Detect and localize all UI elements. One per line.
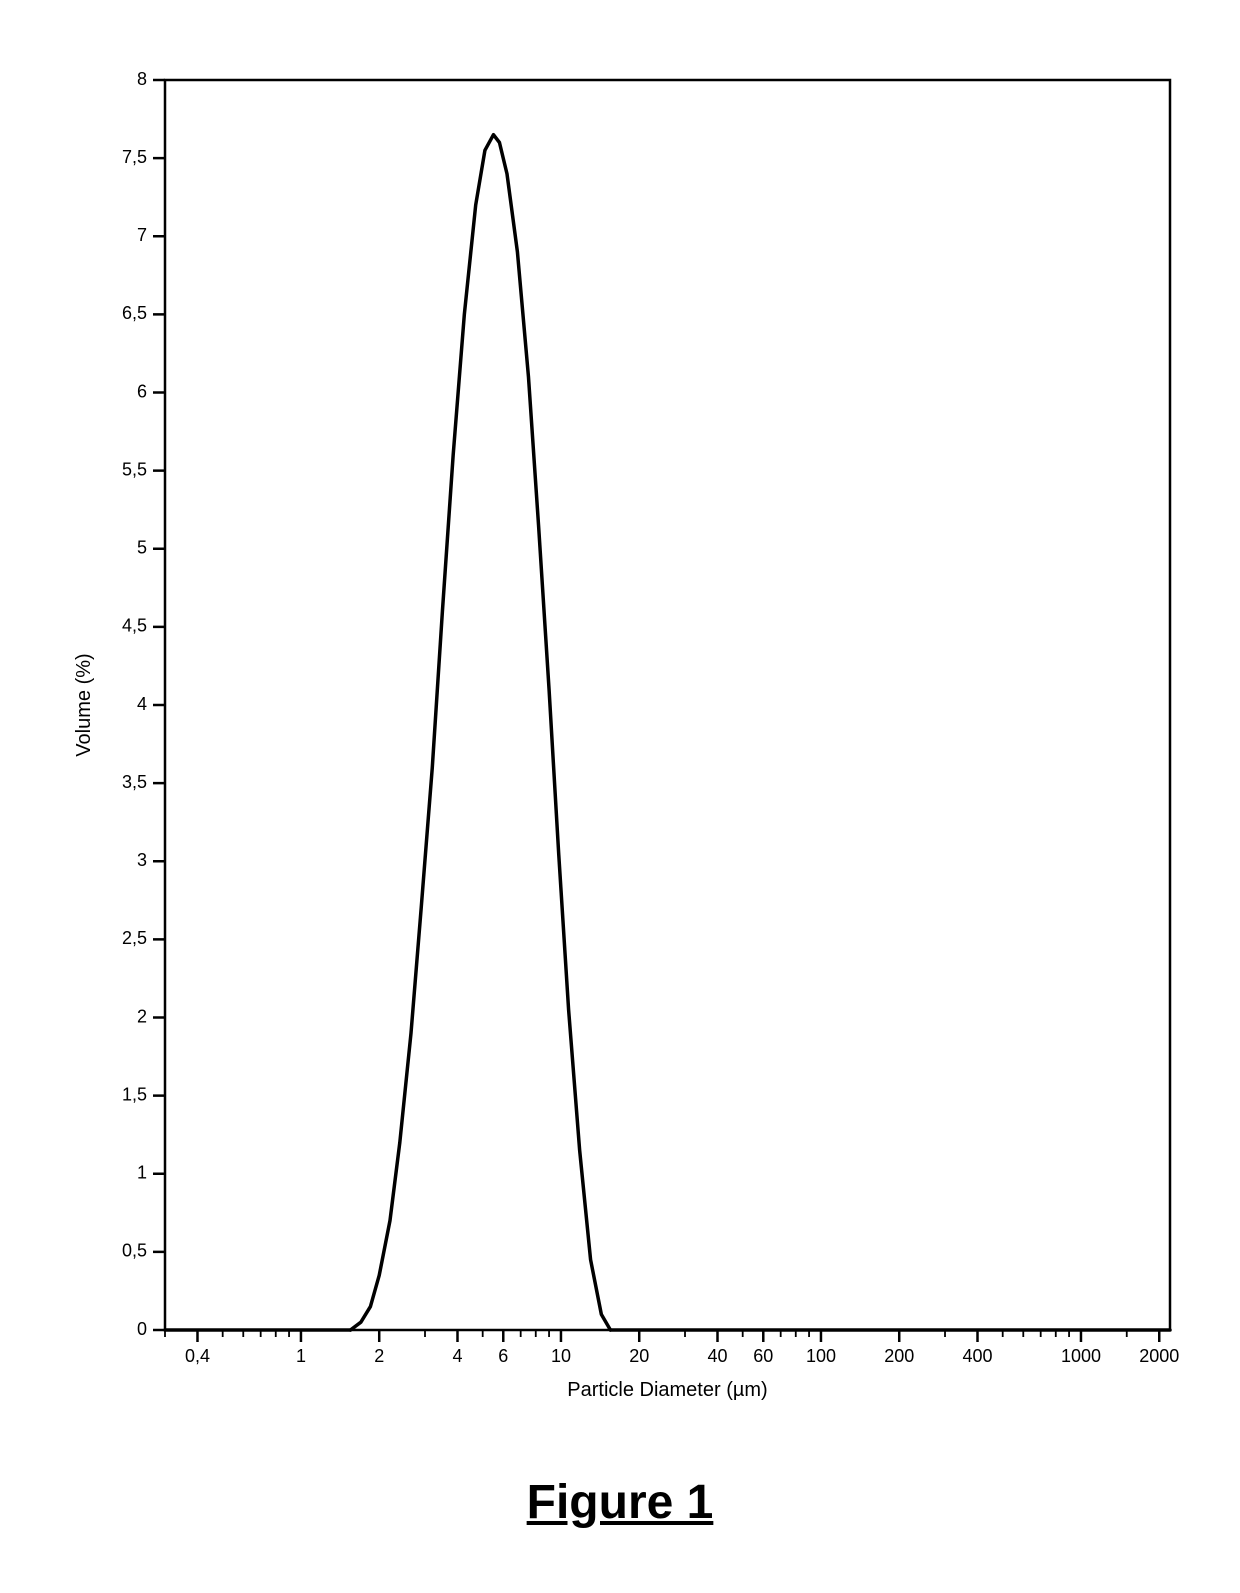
x-tick-label: 2	[374, 1346, 384, 1366]
x-tick-label: 60	[753, 1346, 773, 1366]
figure-caption: Figure 1	[0, 1475, 1240, 1530]
x-tick-label: 6	[498, 1346, 508, 1366]
y-axis-label: Volume (%)	[73, 653, 95, 756]
y-tick-label: 0,5	[122, 1241, 147, 1261]
chart-svg: 0 0,5 1 1,5 2 2,5 3 3,5 4 4,5 5 5,5 6 6,5 7 7,5 8 0,4 1 2 4 6…	[60, 60, 1180, 1420]
page: 0 0,5 1 1,5 2 2,5 3 3,5 4 4,5 5 5,5 6 6,5 7 7,5 8 0,4 1 2 4 6…	[0, 0, 1240, 1593]
y-tick-label: 8	[137, 69, 147, 89]
y-tick-label: 4	[137, 694, 147, 714]
x-tick-label: 0,4	[185, 1346, 210, 1366]
x-tick-label: 40	[707, 1346, 727, 1366]
x-axis-label: Particle Diameter (µm)	[567, 1379, 767, 1401]
x-tick-label: 2000	[1139, 1346, 1179, 1366]
y-tick-label: 3,5	[122, 772, 147, 792]
y-tick-label: 3	[137, 850, 147, 870]
y-tick-label: 7	[137, 225, 147, 245]
x-tick-label: 1000	[1061, 1346, 1101, 1366]
y-tick-label: 5	[137, 538, 147, 558]
x-tick-label: 100	[806, 1346, 836, 1366]
particle-size-chart: 0 0,5 1 1,5 2 2,5 3 3,5 4 4,5 5 5,5 6 6,5 7 7,5 8 0,4 1 2 4 6…	[60, 60, 1180, 1420]
y-tick-label: 6,5	[122, 303, 147, 323]
y-tick-label: 2,5	[122, 928, 147, 948]
x-tick-label: 20	[629, 1346, 649, 1366]
y-tick-label: 7,5	[122, 147, 147, 167]
y-tick-label: 4,5	[122, 616, 147, 636]
y-tick-label: 2	[137, 1006, 147, 1026]
x-tick-label: 4	[452, 1346, 462, 1366]
y-tick-label: 5,5	[122, 459, 147, 479]
x-tick-label: 400	[962, 1346, 992, 1366]
x-tick-label: 10	[551, 1346, 571, 1366]
y-tick-label: 1	[137, 1163, 147, 1183]
y-tick-label: 6	[137, 381, 147, 401]
x-tick-label: 1	[296, 1346, 306, 1366]
x-tick-label: 200	[884, 1346, 914, 1366]
y-tick-label: 1,5	[122, 1084, 147, 1104]
y-tick-label: 0	[137, 1319, 147, 1339]
